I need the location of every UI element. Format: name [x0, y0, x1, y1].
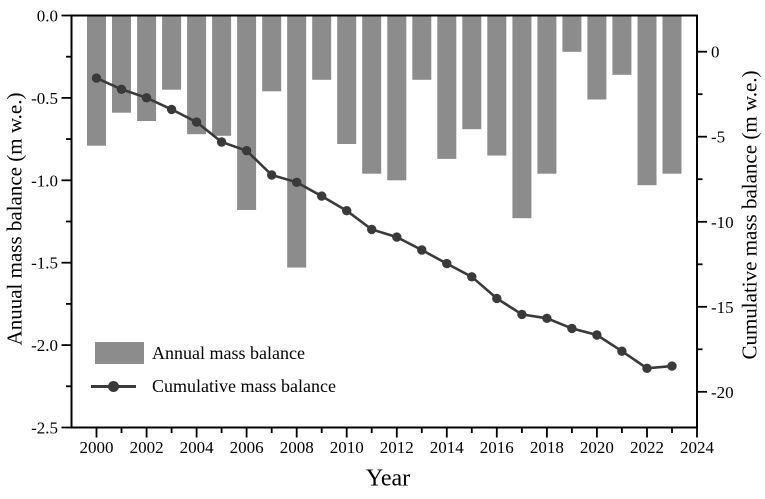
bar-2019	[562, 15, 582, 52]
bar-2013	[412, 15, 432, 80]
x-tick-label-2014: 2014	[430, 438, 465, 457]
cumulative-point-2016	[492, 293, 502, 304]
cumulative-point-2006	[241, 146, 252, 156]
tick-labels: 2000 2002 2004 2006 2008 2010 2012 2014 2016 2018…	[31, 7, 734, 458]
x-tick-label-2024: 2024	[680, 438, 715, 457]
y-right-tick-label: -20	[711, 383, 734, 402]
cumulative-point-2023	[667, 361, 677, 371]
cumulative-point-2001	[116, 84, 127, 95]
bar-2009	[312, 15, 332, 80]
bar-2002	[137, 15, 157, 121]
cumulative-point-2004	[191, 117, 202, 127]
x-tick-label-2006: 2006	[230, 438, 264, 457]
cumulative-point-2003	[166, 104, 177, 115]
cumulative-point-2015	[467, 272, 477, 282]
axis-ticks	[61, 14, 707, 438]
x-tick-label-2016: 2016	[480, 438, 514, 457]
cumulative-point-2005	[216, 137, 227, 147]
cumulative-point-2009	[317, 191, 327, 201]
cumulative-point-2012	[392, 232, 402, 242]
x-tick-label-2000: 2000	[80, 438, 114, 457]
bar-2003	[162, 15, 182, 90]
y-right-tick-label: -10	[711, 213, 734, 232]
bar-2001	[112, 15, 131, 113]
y-left-tick-label: -1.0	[31, 171, 58, 190]
cumulative-point-2022	[642, 363, 652, 373]
legend-cumulative-label: Cumulative mass balance	[152, 376, 336, 396]
cumulative-point-2002	[141, 93, 152, 103]
bar-2007	[262, 15, 282, 92]
bar-2012	[387, 15, 407, 181]
cumulative-point-2007	[267, 170, 277, 180]
legend-dot-icon	[108, 381, 119, 392]
cumulative-point-2010	[342, 206, 352, 216]
x-tick-label-2010: 2010	[330, 438, 364, 457]
bar-2018	[537, 15, 557, 174]
cumulative-point-2017	[517, 309, 527, 320]
x-tick-label-2020: 2020	[580, 438, 614, 457]
x-tick-label-2022: 2022	[630, 438, 664, 457]
x-tick-label-2002: 2002	[130, 438, 164, 457]
cumulative-point-2020	[592, 330, 602, 340]
bar-2015	[462, 15, 482, 130]
cumulative-point-2021	[617, 346, 627, 356]
cumulative-point-2014	[442, 258, 452, 269]
y-left-tick-label: -1.5	[31, 254, 58, 273]
bar-2020	[587, 15, 607, 100]
y-left-tick-label: -2.5	[31, 419, 58, 438]
bar-2016	[487, 15, 507, 156]
cumulative-point-2000	[91, 73, 102, 83]
bar-2017	[512, 15, 532, 219]
left-axis-title: Anuual mass balance (m w.e.)	[2, 92, 27, 346]
annual-bars-group	[87, 15, 682, 268]
cumulative-point-2019	[567, 323, 577, 334]
legend-annual-label: Annual mass balance	[152, 343, 305, 363]
legend-bar-swatch	[95, 342, 144, 364]
x-tick-label-2008: 2008	[280, 438, 314, 457]
bar-2022	[637, 15, 657, 186]
y-left-tick-label: -0.5	[31, 89, 58, 108]
y-left-tick-label: -2.0	[31, 336, 58, 355]
x-tick-label-2018: 2018	[530, 438, 564, 457]
cumulative-point-2011	[367, 224, 377, 235]
y-left-tick-label: 0.0	[37, 7, 58, 26]
bar-2008	[287, 15, 307, 268]
cumulative-line	[95, 76, 673, 370]
y-right-tick-label: 0	[711, 43, 720, 62]
right-axis-title: Cumulative mass balance (m w.e.)	[737, 70, 762, 360]
x-tick-label-2012: 2012	[380, 438, 414, 457]
y-right-tick-label: -15	[711, 298, 734, 317]
bar-2014	[437, 15, 457, 159]
x-tick-label-2004: 2004	[180, 438, 215, 457]
bar-2006	[237, 15, 257, 210]
bar-2010	[337, 15, 357, 144]
x-axis-title: Year	[365, 465, 411, 492]
bar-2011	[362, 15, 382, 174]
bar-2005	[212, 15, 232, 136]
y-right-tick-label: -5	[711, 128, 725, 147]
cumulative-point-2013	[417, 245, 427, 255]
cumulative-point-2008	[292, 177, 302, 187]
bar-2023	[662, 15, 682, 174]
bar-2021	[612, 15, 632, 75]
bar-2004	[187, 15, 207, 135]
cumulative-point-2018	[542, 313, 552, 323]
